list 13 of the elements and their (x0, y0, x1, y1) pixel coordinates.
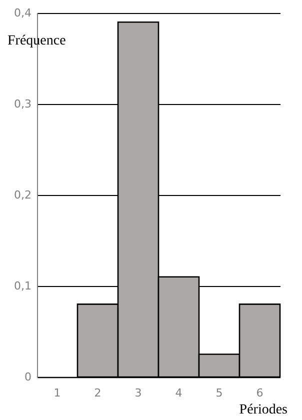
y-tick-label: 0 (24, 370, 32, 384)
x-axis-title: Périodes (239, 402, 288, 418)
x-tick-label: 5 (216, 386, 223, 400)
x-tick-label: 4 (175, 386, 182, 400)
y-axis-title: Fréquence (8, 34, 66, 48)
x-tick-label: 6 (256, 386, 264, 400)
x-tick-label: 1 (54, 386, 61, 400)
x-tick-label: 3 (134, 386, 142, 400)
y-tick-label: 0,4 (14, 6, 32, 20)
y-tick-label: 0,1 (14, 280, 32, 292)
x-tick-label: 2 (94, 386, 102, 400)
y-tick-label: 0,2 (14, 188, 32, 202)
y-tick-label: 0,3 (14, 98, 32, 110)
